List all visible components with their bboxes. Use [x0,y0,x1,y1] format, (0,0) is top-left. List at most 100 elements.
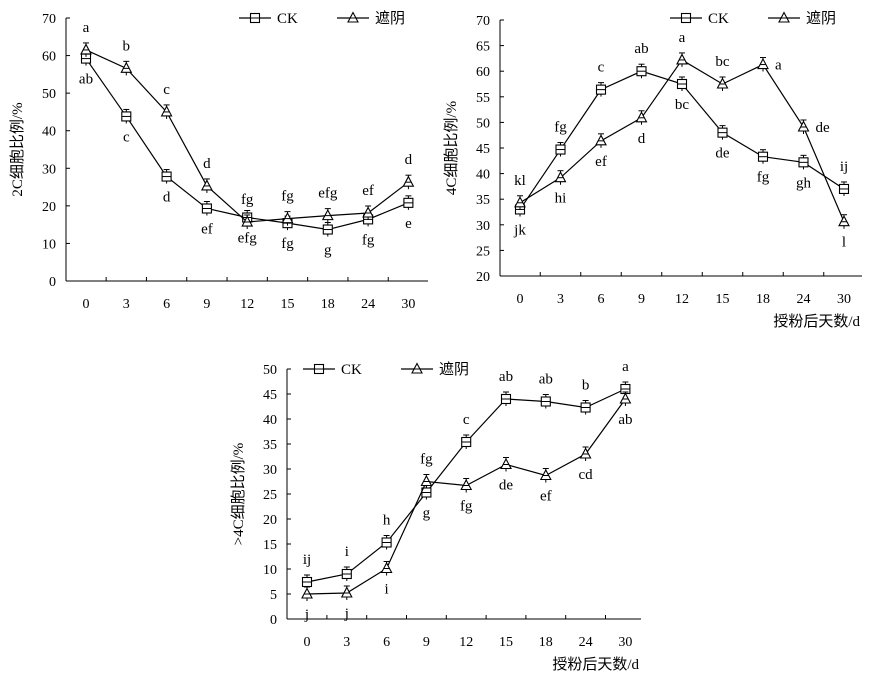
x-tick-label: 0 [517,292,524,307]
significance-letter: c [598,60,605,76]
y-tick-label: 50 [476,116,490,131]
x-tick-label: 6 [598,292,605,307]
y-tick-label: 55 [476,91,490,106]
y-tick-label: 15 [263,538,277,553]
significance-letter: l [842,235,846,251]
legend-label-ck: CK [708,11,729,27]
y-tick-label: 5 [270,588,277,603]
x-tick-label: 6 [383,635,390,650]
x-tick-label: 9 [203,297,210,312]
significance-letter: fg [362,232,375,248]
significance-letter: bc [715,54,730,70]
significance-letter: j [304,607,309,623]
x-tick-label: 9 [638,292,645,307]
data-point [554,171,567,183]
significance-letter: ef [540,489,552,505]
x-tick-label: 15 [716,292,730,307]
x-tick-label: 24 [579,635,593,650]
y-tick-label: 10 [42,237,56,252]
significance-letter: fg [241,192,254,208]
x-tick-label: 3 [557,292,564,307]
significance-letter: i [345,544,349,560]
y-tick-label: 40 [263,413,277,428]
y-axis-label: 4C细胞比例/% [443,101,460,195]
y-tick-label: 20 [42,200,56,215]
y-tick-label: 65 [476,40,490,55]
x-tick-label: 18 [756,292,770,307]
significance-letter: de [816,120,831,136]
significance-letter: fg [281,236,294,252]
data-point [635,111,648,123]
y-tick-label: 40 [42,125,56,140]
y-tick-label: 60 [42,50,56,65]
data-point [281,211,294,224]
significance-letter: c [463,412,470,428]
series-line [306,398,626,595]
significance-letter: e [405,216,412,232]
y-tick-label: 20 [476,270,490,285]
y-tick-label: 70 [476,14,490,29]
legend-marker-shade [347,11,359,23]
significance-letter: j [344,606,349,622]
y-tick-label: 30 [263,463,277,478]
data-point [241,215,254,227]
data-point [80,43,92,55]
significance-letter: ab [79,72,93,88]
data-point [514,196,526,208]
x-tick-label: 15 [281,297,295,312]
data-point [301,587,313,599]
x-tick-label: 30 [837,292,851,307]
significance-letter: g [324,243,332,259]
significance-letter: efg [318,186,338,202]
x-axis-label: 授粉后天数/d [552,656,639,673]
significance-letter: a [83,20,90,36]
y-tick-label: 60 [476,65,490,80]
legend-label-shade: 遮阴 [439,361,469,378]
x-tick-label: 3 [343,635,350,650]
significance-letter: ab [539,372,553,388]
significance-letter: ij [840,159,848,175]
significance-letter: d [405,152,413,168]
data-point [619,392,632,404]
series-ck: ab c d ef efg fg g fg e [79,51,414,259]
data-point [460,478,473,491]
x-tick-label: 24 [361,297,375,312]
significance-letter: efg [238,231,258,247]
y-tick-label: 35 [263,438,277,453]
significance-letter: ef [362,183,374,199]
significance-letter: fg [420,452,433,468]
significance-letter: de [499,478,514,494]
y-tick-label: 25 [476,244,490,259]
significance-letter: d [163,190,171,206]
data-point [539,468,552,481]
y-tick-label: 50 [42,87,56,102]
significance-letter: ij [303,552,311,568]
data-point [757,57,769,70]
legend-marker-shade [778,11,790,23]
data-point [595,134,607,146]
x-tick-label: 30 [401,297,415,312]
significance-letter: ab [634,41,648,57]
x-tick-label: 18 [321,297,335,312]
significance-letter: ab [499,369,513,385]
data-point [579,447,592,459]
data-point [160,105,173,117]
significance-letter: b [123,38,131,54]
legend-label-ck: CK [277,11,298,27]
data-point [340,586,353,598]
series-shade: j j i fg fg de ef cd ab [301,391,632,623]
x-tick-label: 18 [539,635,553,650]
legend: CK 遮阴 [239,10,405,27]
significance-letter: c [123,129,130,145]
significance-letter: ef [595,154,607,170]
x-tick-label: 12 [459,635,473,650]
legend-label-ck: CK [341,362,362,378]
legend: CK 遮阴 [670,10,836,27]
significance-letter: d [203,156,211,172]
y-tick-label: 45 [263,388,277,403]
series-ck: jk fg c ab bc de fg gh ij [513,41,850,238]
y-axis-label: >4C细胞比例/% [230,443,247,546]
y-tick-label: 30 [476,219,490,234]
